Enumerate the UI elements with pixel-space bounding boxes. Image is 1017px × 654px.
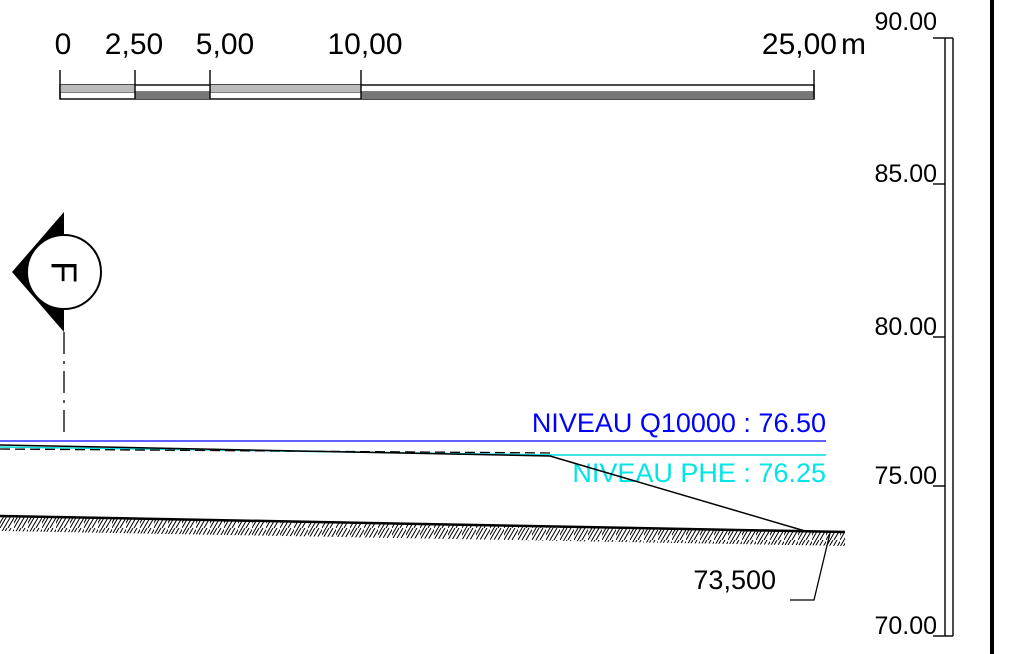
scale-tick-label-0: 0 xyxy=(55,28,72,61)
scale-bar-segment xyxy=(60,85,135,92)
bank-profile-dashed xyxy=(0,448,556,454)
scale-unit: m xyxy=(841,28,866,61)
q10000-level-label: NIVEAU Q10000 : 76.50 xyxy=(532,408,826,438)
phe-level-label: NIVEAU PHE : 76.25 xyxy=(572,458,826,488)
scale-bar-segment xyxy=(210,85,361,92)
scale-tick-label-5-00: 5,00 xyxy=(196,28,254,61)
elevation-label-90: 90.00 xyxy=(874,8,937,36)
section-marker-letter: F xyxy=(44,261,85,283)
elevation-label-70: 70.00 xyxy=(874,612,937,640)
scale-tick-label-2-50: 2,50 xyxy=(105,28,163,61)
scale-tick-label-25-00: 25,00 xyxy=(762,28,837,61)
ground-line xyxy=(0,514,846,534)
scale-tick-label-10-00: 10,00 xyxy=(327,28,402,61)
section-marker-circle xyxy=(26,234,102,310)
elevation-scale: 90.00 85.00 80.00 75.00 70.00 xyxy=(874,8,954,640)
section-marker: F xyxy=(12,212,102,438)
scale-bar: 0 2,50 5,00 10,00 25,00 m xyxy=(55,28,866,100)
ground-level-leader xyxy=(790,532,831,601)
ground-level-label: 73,500 xyxy=(693,565,776,595)
bank-profile-line xyxy=(0,444,806,532)
elevation-label-80: 80.00 xyxy=(874,313,937,341)
scale-bar-segment xyxy=(361,92,814,99)
ground-hatch xyxy=(0,517,845,546)
elevation-label-75: 75.00 xyxy=(874,462,937,490)
scale-bar-segment xyxy=(135,92,210,99)
elevation-label-85: 85.00 xyxy=(874,160,937,188)
